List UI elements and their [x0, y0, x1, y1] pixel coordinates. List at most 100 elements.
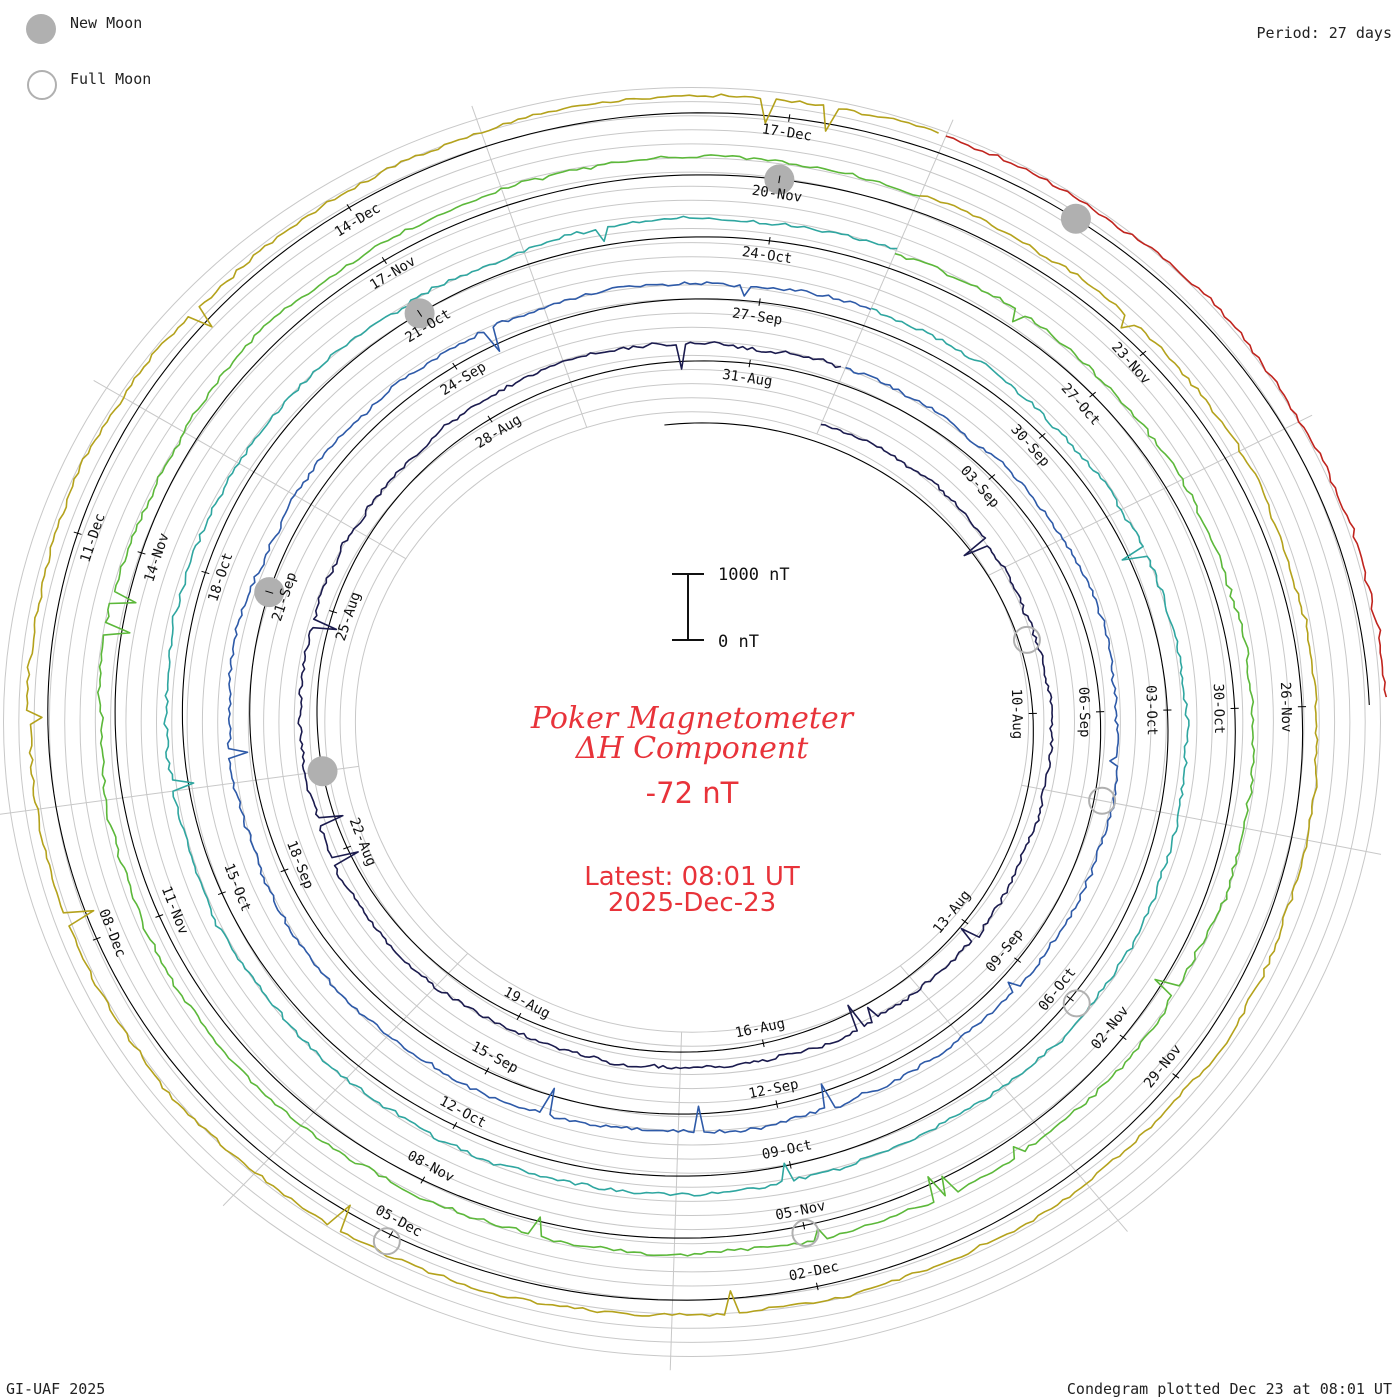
date-tick: [788, 114, 791, 122]
radial-spoke: [988, 414, 1313, 576]
date-tick: [217, 891, 226, 896]
date-tick: [1066, 995, 1074, 1002]
grid-ring: [217, 284, 1167, 1160]
date-label: 18-Sep: [283, 838, 316, 891]
chart-title-line2: ΔH Component: [575, 731, 809, 766]
grid-ring: [263, 326, 1121, 1118]
grid-ring: [293, 354, 1091, 1090]
date-tick: [452, 362, 458, 370]
grid-ring: [339, 397, 1045, 1047]
date-tick: [73, 531, 82, 535]
date-tick: [201, 570, 210, 575]
date-tick: [484, 1067, 490, 1075]
date-tick: [788, 1161, 792, 1169]
date-label: 19-Aug: [501, 984, 553, 1022]
grid-ring: [110, 185, 1274, 1259]
date-label: 27-Oct: [1058, 380, 1104, 428]
date-label: 14-Dec: [332, 200, 383, 240]
date-label: 10-Aug: [1008, 688, 1025, 739]
series-line-6: [945, 135, 1388, 698]
grid-ring: [171, 242, 1213, 1202]
grid-ring: [156, 228, 1228, 1216]
date-label: 16-Aug: [734, 1016, 787, 1042]
series-line-4: [97, 154, 1256, 1257]
date-label: 30-Sep: [1007, 422, 1053, 470]
footer-credit: GI-UAF 2025: [6, 1380, 106, 1398]
grid-ring: [125, 199, 1259, 1245]
full-moon-marker: [791, 1219, 820, 1248]
date-tick: [265, 590, 274, 594]
radial-spokes: [0, 105, 1382, 1371]
series-line-1: [297, 341, 1054, 1070]
date-tick: [343, 845, 352, 850]
full-moon-marker: [372, 1227, 401, 1256]
date-tick: [1038, 432, 1046, 439]
grid-ring: [201, 270, 1183, 1174]
radial-spoke: [471, 105, 588, 428]
new-moon-legend-icon: [26, 14, 56, 44]
date-tick: [1014, 957, 1022, 963]
date-tick: [1139, 350, 1147, 357]
date-tick: [92, 936, 101, 941]
date-label: 03-Oct: [1142, 685, 1159, 736]
radial-spoke: [93, 380, 407, 560]
latest-time: Latest: 08:01 UT: [584, 862, 800, 892]
date-tick: [155, 914, 164, 918]
new-moon-legend-label: New Moon: [70, 14, 143, 32]
series-line-5: [25, 93, 1319, 1317]
baseline-spiral: [47, 112, 1370, 1301]
date-tick: [388, 1231, 394, 1239]
date-tick: [329, 610, 338, 614]
current-value: -72 nT: [646, 776, 739, 810]
date-label: 09-Sep: [983, 926, 1027, 976]
date-label: 12-Sep: [747, 1076, 800, 1102]
radial-spoke: [222, 952, 469, 1207]
date-label: 27-Sep: [731, 305, 783, 328]
new-moon-marker: [1060, 203, 1091, 234]
date-label: 24-Oct: [741, 244, 793, 267]
date-label: 02-Dec: [788, 1259, 841, 1285]
period-label: Period: 27 days: [1256, 24, 1392, 42]
grid-ring: [94, 171, 1290, 1273]
date-label: 31-Aug: [721, 367, 773, 390]
grid-ring: [140, 213, 1244, 1231]
date-tick: [516, 1012, 522, 1021]
new-moon-marker: [307, 756, 338, 787]
date-label: 09-Oct: [761, 1137, 814, 1163]
date-label: 12-Oct: [437, 1093, 489, 1131]
date-tick: [487, 415, 493, 423]
date-tick: [280, 868, 289, 873]
date-label: 30-Oct: [1210, 683, 1227, 734]
date-tick: [988, 474, 996, 480]
date-label: 17-Dec: [761, 121, 813, 144]
full-moon-marker: [1012, 625, 1041, 654]
date-label: 08-Nov: [405, 1148, 457, 1186]
date-tick: [775, 1100, 779, 1108]
date-tick: [1119, 1034, 1127, 1041]
grid-ring: [354, 411, 1030, 1033]
date-tick: [778, 175, 781, 184]
grid-ring: [278, 340, 1106, 1104]
grid-ring: [309, 369, 1075, 1075]
grid-ring: [186, 256, 1198, 1188]
date-label: 20-Nov: [751, 183, 803, 206]
date-label: 06-Sep: [1075, 687, 1092, 738]
date-label: 23-Nov: [1108, 339, 1154, 387]
scale-bottom-label: 0 nT: [718, 632, 759, 652]
scale-bar: 1000 nT 0 nT: [672, 565, 790, 652]
date-tick: [802, 1221, 806, 1230]
date-tick: [137, 551, 146, 555]
date-label: 03-Sep: [957, 463, 1003, 511]
radial-spoke: [816, 119, 954, 435]
date-tick: [417, 309, 423, 317]
date-label: 11-Nov: [158, 884, 191, 937]
grid-ring: [3, 87, 1381, 1357]
date-tick: [346, 204, 352, 212]
footer-plot-time: Condegram plotted Dec 23 at 08:01 UT: [1066, 1380, 1392, 1398]
date-label: 06-Oct: [1036, 965, 1080, 1015]
grid-ring: [247, 312, 1137, 1132]
date-tick: [420, 1176, 426, 1184]
latest-date: 2025-Dec-23: [608, 888, 776, 918]
date-label: 15-Oct: [220, 861, 253, 914]
